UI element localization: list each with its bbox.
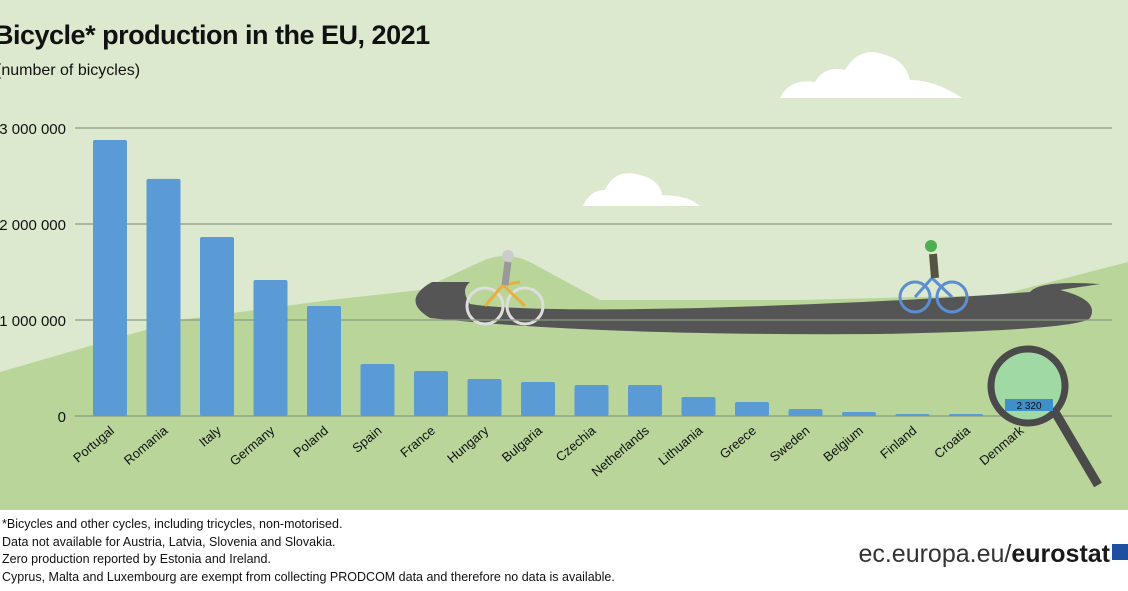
bar-finland: [895, 413, 930, 416]
road: [415, 282, 1100, 335]
bar-spain: [360, 363, 395, 416]
bar-lithuania: [681, 396, 716, 416]
bar-romania: [146, 178, 181, 416]
y-tick-label: 3 000 000: [0, 121, 66, 138]
cyclist-2: [898, 240, 969, 314]
y-tick-label: 1 000 000: [0, 313, 66, 330]
footnote: Data not available for Austria, Latvia, …: [2, 534, 336, 549]
bar-bulgaria: [521, 382, 555, 416]
footnotes: *Bicycles and other cycles, including tr…: [2, 516, 615, 586]
bar-netherlands: [628, 384, 662, 416]
chart-title: Bicycle* production in the EU, 2021: [0, 20, 430, 50]
bar-belgium: [842, 411, 876, 416]
chart-subtitle: (number of bicycles): [0, 62, 141, 79]
bar-poland: [307, 305, 341, 416]
cyclist-1: [465, 250, 545, 326]
clouds: [583, 52, 962, 206]
bar-greece: [735, 401, 769, 416]
footnote: Cyprus, Malta and Luxembourg are exempt …: [2, 569, 615, 584]
magnifier: 2 320: [987, 345, 1102, 488]
bar-france: [414, 370, 448, 416]
bar-portugal: [93, 140, 127, 416]
bar-czechia: [574, 384, 609, 416]
eu-flag-icon: [1112, 544, 1128, 560]
bar-hungary: [467, 379, 502, 416]
denmark-value-label: 2 320: [1016, 401, 1041, 412]
bar-germany: [253, 279, 288, 416]
bar-italy: [200, 236, 234, 416]
y-tick-label: 2 000 000: [0, 217, 66, 234]
bar-croatia: [949, 413, 983, 416]
y-tick-label: 0: [58, 409, 66, 426]
eurostat-logo: ec.europa.eu/eurostat: [858, 540, 1110, 568]
footnote: Zero production reported by Estonia and …: [2, 552, 271, 566]
bar-sweden: [788, 408, 823, 416]
footnote: *Bicycles and other cycles, including tr…: [2, 517, 343, 531]
